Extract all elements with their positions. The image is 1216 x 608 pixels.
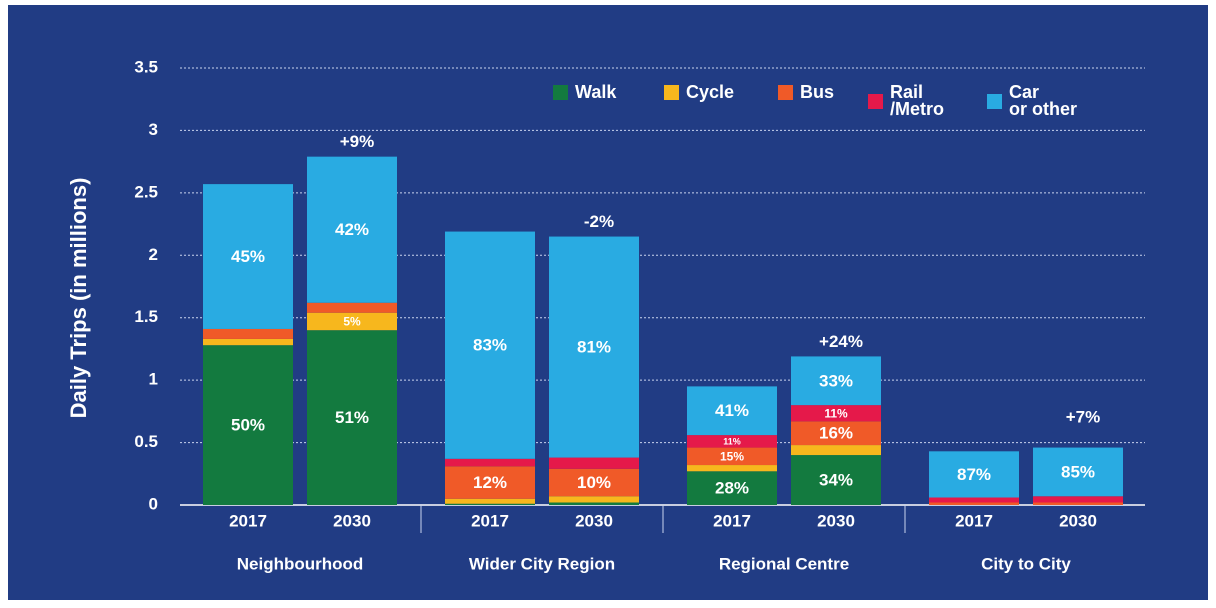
bar-segment: [687, 435, 777, 448]
legend-swatch: [778, 85, 793, 100]
bar-segment: [549, 236, 639, 458]
y-axis-label: Daily Trips (in millions): [66, 178, 91, 419]
bar-segment: [445, 498, 535, 504]
legend-swatch: [987, 93, 1002, 109]
x-tick-label: 2017: [471, 511, 509, 530]
change-label: +24%: [819, 332, 863, 351]
bar-segment: [929, 502, 1019, 505]
bar-segment: [203, 338, 293, 346]
bar-segment: [1033, 447, 1123, 497]
share-label: 83%: [473, 336, 507, 355]
legend-label: Bus: [800, 82, 835, 102]
bar-segment: [687, 471, 777, 505]
bar-segment: [929, 451, 1019, 498]
share-label: 45%: [231, 247, 265, 266]
legend-item: Walk: [553, 82, 617, 102]
bar-segment: [445, 458, 535, 467]
share-label: 42%: [335, 220, 369, 239]
legend-label: Car or other: [1009, 82, 1078, 119]
x-tick-label: 2017: [229, 511, 267, 530]
bar-segment: [929, 497, 1019, 503]
bar-segment: [203, 184, 293, 329]
share-label: 33%: [819, 371, 853, 390]
share-label: 11%: [824, 406, 848, 420]
x-tick-label: 2030: [1059, 511, 1097, 530]
bar-segment: [307, 156, 397, 303]
share-label: 34%: [819, 471, 853, 490]
group-label: Wider City Region: [469, 554, 615, 573]
share-label: 85%: [1061, 462, 1095, 481]
bar-segment: [307, 302, 397, 313]
legend-item: Rail /Metro: [868, 82, 944, 119]
x-tick-label: 2030: [817, 511, 855, 530]
share-label: 15%: [720, 449, 744, 463]
legend-item: Bus: [778, 82, 835, 102]
y-tick-label: 1.5: [134, 307, 158, 326]
legend-label: Walk: [575, 82, 617, 102]
share-label: 12%: [473, 473, 507, 492]
bar-segment: [687, 386, 777, 436]
legend-label: Rail /Metro: [890, 82, 944, 119]
bar-segment: [791, 421, 881, 446]
y-tick-label: 2.5: [134, 182, 158, 201]
legend-item: Cycle: [664, 82, 735, 102]
x-tick-label: 2017: [955, 511, 993, 530]
bar-segment: [549, 496, 639, 503]
bar-segment: [791, 455, 881, 505]
bar-segment: [203, 345, 293, 505]
y-tick-label: 3.5: [134, 57, 158, 76]
bar-segment: [445, 466, 535, 499]
y-tick-label: 0.5: [134, 432, 158, 451]
share-label: 51%: [335, 408, 369, 427]
bar-segment: [549, 502, 639, 505]
y-tick-label: 2: [149, 245, 158, 264]
group-label: Regional Centre: [719, 554, 849, 573]
legend-label: Cycle: [686, 82, 735, 102]
share-label: 10%: [577, 473, 611, 492]
bar-segment: [687, 447, 777, 466]
x-tick-label: 2030: [575, 511, 613, 530]
x-tick-label: 2030: [333, 511, 371, 530]
y-tick-label: 3: [149, 120, 158, 139]
bar-segment: [549, 468, 639, 497]
share-label: 50%: [231, 416, 265, 435]
legend-swatch: [553, 85, 568, 100]
x-tick-label: 2017: [713, 511, 751, 530]
bar-segment: [791, 405, 881, 422]
bar-segment: [445, 231, 535, 459]
share-label: 41%: [715, 401, 749, 420]
share-label: 81%: [577, 338, 611, 357]
bar-segment: [307, 312, 397, 331]
change-label: +7%: [1066, 407, 1101, 426]
change-label: -2%: [584, 212, 614, 231]
y-tick-label: 0: [149, 494, 158, 513]
share-label: 5%: [343, 315, 361, 329]
y-tick-label: 1: [149, 370, 158, 389]
bar-segment: [549, 457, 639, 469]
legend-swatch: [664, 85, 679, 100]
group-label: City to City: [981, 554, 1071, 573]
bar-segment: [307, 330, 397, 505]
legend-item: Car or other: [987, 82, 1078, 119]
bar-segment: [445, 503, 535, 505]
bar-segment: [1033, 502, 1123, 505]
bar-segment: [203, 328, 293, 339]
share-label: 11%: [723, 437, 741, 447]
share-label: 28%: [715, 479, 749, 498]
group-label: Neighbourhood: [237, 554, 364, 573]
bar-segment: [791, 356, 881, 406]
change-label: +9%: [340, 132, 375, 151]
bar-segment: [1033, 496, 1123, 503]
bar-segment: [791, 445, 881, 456]
bar-segment: [687, 465, 777, 472]
share-label: 16%: [819, 424, 853, 443]
legend-swatch: [868, 93, 883, 109]
share-label: 87%: [957, 465, 991, 484]
